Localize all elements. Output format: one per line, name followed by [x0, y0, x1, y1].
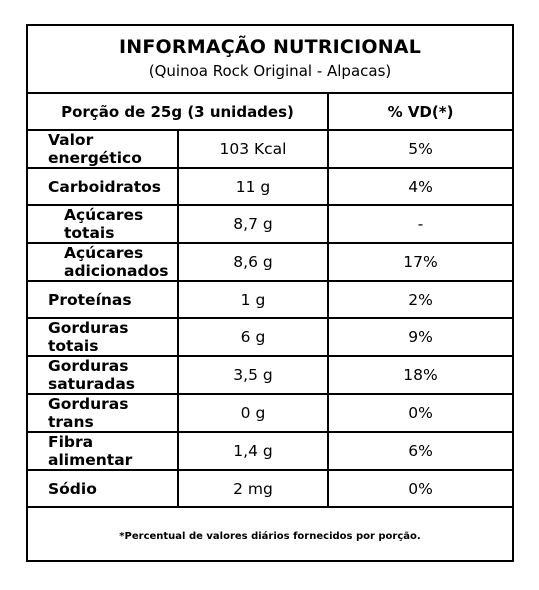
- vd-header: % VD(*): [327, 94, 512, 130]
- footnote: *Percentual de valores diários fornecido…: [119, 531, 421, 542]
- nutrient-name: Carboidratos: [48, 177, 162, 196]
- label-header: INFORMAÇÃO NUTRICIONAL (Quinoa Rock Orig…: [28, 26, 512, 94]
- nutrient-amount: 11 g: [177, 168, 328, 205]
- nutrient-amount: 2 mg: [177, 470, 328, 507]
- table-row: Carboidratos 11 g 4%: [28, 168, 512, 205]
- nutrient-vd: -: [327, 205, 512, 243]
- nutrient-name: Fibra alimentar: [48, 433, 133, 469]
- nutrient-amount: 103 Kcal: [177, 130, 328, 168]
- table-row: Açúcares adicionados 8,6 g 17%: [28, 243, 512, 281]
- nutrient-name: Valor energético: [48, 131, 142, 167]
- nutrient-vd: 2%: [327, 281, 512, 318]
- nutrient-amount: 1,4 g: [177, 432, 328, 470]
- nutrient-name: Proteínas: [48, 290, 132, 309]
- nutrient-amount: 0 g: [177, 394, 328, 432]
- nutrient-name: Açúcares totais: [64, 206, 144, 242]
- nutrient-vd: 18%: [327, 356, 512, 394]
- nutrient-name: Açúcares adicionados: [64, 244, 169, 280]
- nutrient-name: Sódio: [48, 479, 97, 498]
- nutrient-vd: 17%: [327, 243, 512, 281]
- nutrient-vd: 5%: [327, 130, 512, 168]
- nutrient-vd: 0%: [327, 470, 512, 507]
- nutrient-vd: 6%: [327, 432, 512, 470]
- nutrient-vd: 4%: [327, 168, 512, 205]
- nutrition-table: Porção de 25g (3 unidades) % VD(*) Valor…: [28, 94, 512, 508]
- nutrient-vd: 0%: [327, 394, 512, 432]
- table-row: Valor energético 103 Kcal 5%: [28, 130, 512, 168]
- nutrient-amount: 8,6 g: [177, 243, 328, 281]
- table-row: Gorduras totais 6 g 9%: [28, 318, 512, 356]
- nutrient-vd: 9%: [327, 318, 512, 356]
- nutrient-amount: 8,7 g: [177, 205, 328, 243]
- table-row: Fibra alimentar 1,4 g 6%: [28, 432, 512, 470]
- table-header-row: Porção de 25g (3 unidades) % VD(*): [28, 94, 512, 130]
- nutrient-name: Gorduras totais: [48, 319, 129, 355]
- nutrient-amount: 1 g: [177, 281, 328, 318]
- nutrient-name: Gorduras saturadas: [48, 357, 136, 393]
- table-row: Sódio 2 mg 0%: [28, 470, 512, 507]
- label-subtitle: (Quinoa Rock Original - Alpacas): [148, 62, 392, 80]
- label-title: INFORMAÇÃO NUTRICIONAL: [118, 36, 422, 58]
- nutrition-label: INFORMAÇÃO NUTRICIONAL (Quinoa Rock Orig…: [26, 24, 514, 562]
- table-row: Gorduras trans 0 g 0%: [28, 394, 512, 432]
- nutrient-name: Gorduras trans: [48, 395, 129, 431]
- nutrient-amount: 3,5 g: [177, 356, 328, 394]
- nutrient-amount: 6 g: [177, 318, 328, 356]
- table-row: Proteínas 1 g 2%: [28, 281, 512, 318]
- table-row: Gorduras saturadas 3,5 g 18%: [28, 356, 512, 394]
- table-row: Açúcares totais 8,7 g-: [28, 205, 512, 243]
- portion-label: Porção de 25g (3 unidades): [61, 102, 294, 121]
